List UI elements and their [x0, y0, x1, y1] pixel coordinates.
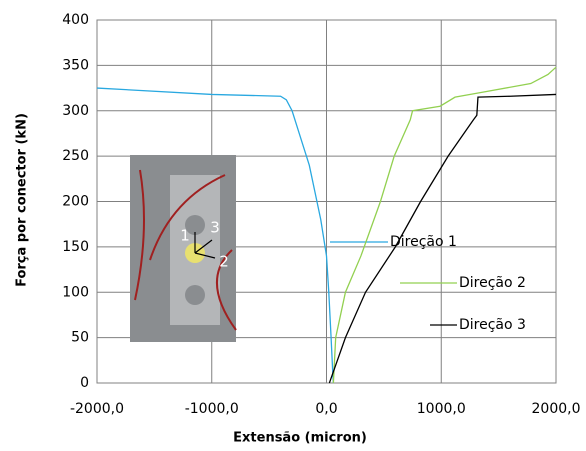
legend-label: Direção 1 [390, 234, 457, 250]
x-axis-title: Extensão (micron) [233, 431, 367, 446]
y-tick-label: 50 [71, 330, 89, 346]
x-tick-label: 2000,0 [532, 401, 581, 417]
legend-label: Direção 3 [459, 317, 526, 333]
inset-label: 3 [210, 219, 220, 237]
inset-label: 2 [219, 253, 229, 271]
x-tick-label: 1000,0 [417, 401, 466, 417]
data-line [328, 93, 557, 384]
y-tick-label: 100 [62, 284, 89, 300]
x-tick-label: 0,0 [315, 401, 337, 417]
data-line [96, 87, 335, 384]
inset-photo [130, 155, 237, 342]
x-tick-label: -2000,0 [70, 401, 124, 417]
legend-label: Direção 2 [459, 275, 526, 291]
y-tick-label: 150 [62, 239, 89, 255]
y-tick-label: 200 [62, 194, 89, 210]
y-tick-label: 250 [62, 148, 89, 164]
inset-arrows [194, 232, 216, 259]
y-tick-label: 300 [62, 103, 89, 119]
data-line [332, 66, 557, 384]
plot-frame [96, 19, 557, 384]
y-tick-label: 400 [62, 12, 89, 28]
x-tick-label: -1000,0 [185, 401, 239, 417]
y-axis-title: Força por conector (kN) [15, 113, 30, 287]
y-tick-label: 0 [80, 375, 89, 391]
inset-label: 1 [180, 227, 190, 245]
y-tick-label: 350 [62, 57, 89, 73]
